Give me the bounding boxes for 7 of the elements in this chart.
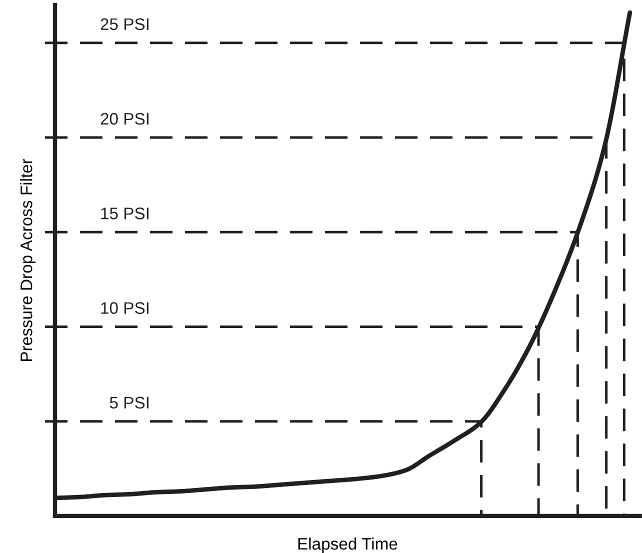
y-axis-title: Pressure Drop Across Filter [20, 158, 36, 361]
ref-line-label: 10 PSI [101, 302, 148, 314]
x-axis-title: Elapsed Time [298, 537, 398, 553]
ref-line-label: 15 PSI [101, 208, 148, 220]
ref-line-label: 20 PSI [100, 112, 148, 125]
ref-line-label: 25 PSI [100, 18, 148, 30]
ref-line-label: 5 PSI [110, 396, 148, 409]
